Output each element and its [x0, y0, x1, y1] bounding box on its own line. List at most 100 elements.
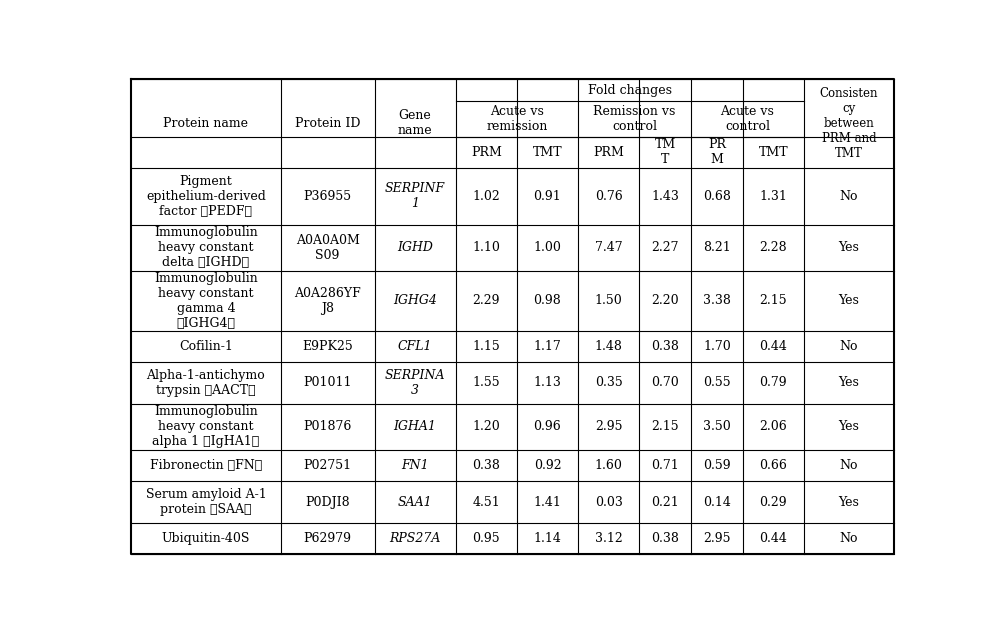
Text: 0.92: 0.92 [534, 459, 561, 472]
Text: PRM: PRM [471, 145, 502, 159]
Text: Pigment
epithelium-derived
factor （PEDF）: Pigment epithelium-derived factor （PEDF） [146, 174, 266, 218]
Text: 1.41: 1.41 [534, 495, 561, 508]
Text: PR
M: PR M [708, 138, 726, 166]
Text: Serum amyloid A-1
protein （SAA）: Serum amyloid A-1 protein （SAA） [146, 488, 266, 516]
Text: 0.79: 0.79 [760, 376, 787, 389]
Text: 1.31: 1.31 [759, 189, 787, 203]
Text: 2.20: 2.20 [651, 295, 679, 307]
Text: 0.14: 0.14 [703, 495, 731, 508]
Text: 0.76: 0.76 [595, 189, 623, 203]
Text: 0.71: 0.71 [651, 459, 679, 472]
Text: 0.96: 0.96 [534, 420, 561, 433]
Text: Immunoglobulin
heavy constant
gamma 4
（IGHG4）: Immunoglobulin heavy constant gamma 4 （I… [154, 272, 258, 330]
Text: CFL1: CFL1 [398, 340, 432, 353]
Text: 0.95: 0.95 [472, 532, 500, 545]
Text: Fold changes: Fold changes [588, 83, 672, 97]
Text: 2.95: 2.95 [703, 532, 731, 545]
Text: Yes: Yes [838, 295, 859, 307]
Text: 3.12: 3.12 [595, 532, 623, 545]
Text: Yes: Yes [838, 420, 859, 433]
Text: 1.43: 1.43 [651, 189, 679, 203]
Text: 1.20: 1.20 [472, 420, 500, 433]
Text: IGHD: IGHD [397, 241, 433, 255]
Text: Yes: Yes [838, 376, 859, 389]
Text: 1.70: 1.70 [703, 340, 731, 353]
Text: Protein name: Protein name [163, 117, 248, 130]
Text: P0DJI8: P0DJI8 [305, 495, 350, 508]
Text: P02751: P02751 [304, 459, 352, 472]
Text: TMT: TMT [759, 145, 788, 159]
Text: Ubiquitin-40S: Ubiquitin-40S [162, 532, 250, 545]
Text: P62979: P62979 [304, 532, 352, 545]
Text: 2.06: 2.06 [759, 420, 787, 433]
Text: 0.59: 0.59 [703, 459, 731, 472]
Text: 0.98: 0.98 [534, 295, 561, 307]
Text: 1.60: 1.60 [595, 459, 623, 472]
Text: 2.29: 2.29 [473, 295, 500, 307]
Text: 1.00: 1.00 [534, 241, 561, 255]
Text: 2.27: 2.27 [651, 241, 679, 255]
Text: 1.15: 1.15 [472, 340, 500, 353]
Text: 1.02: 1.02 [472, 189, 500, 203]
Text: 2.95: 2.95 [595, 420, 622, 433]
Text: 0.38: 0.38 [651, 532, 679, 545]
Text: 1.10: 1.10 [472, 241, 500, 255]
Text: P01876: P01876 [303, 420, 352, 433]
Text: No: No [840, 189, 858, 203]
Text: RPS27A: RPS27A [389, 532, 441, 545]
Text: A0A0A0M
S09: A0A0A0M S09 [296, 234, 360, 262]
Text: No: No [840, 340, 858, 353]
Text: 0.66: 0.66 [759, 459, 787, 472]
Text: Consisten
cy
between
PRM and
TMT: Consisten cy between PRM and TMT [820, 87, 878, 160]
Text: TMT: TMT [533, 145, 562, 159]
Text: Cofilin-1: Cofilin-1 [179, 340, 233, 353]
Text: 0.38: 0.38 [651, 340, 679, 353]
Text: 1.50: 1.50 [595, 295, 623, 307]
Text: 2.15: 2.15 [760, 295, 787, 307]
Text: 1.17: 1.17 [534, 340, 561, 353]
Text: 0.68: 0.68 [703, 189, 731, 203]
Text: 0.38: 0.38 [472, 459, 500, 472]
Text: Yes: Yes [838, 495, 859, 508]
Text: Yes: Yes [838, 241, 859, 255]
Text: IGHG4: IGHG4 [393, 295, 437, 307]
Text: 0.70: 0.70 [651, 376, 679, 389]
Text: SAA1: SAA1 [398, 495, 432, 508]
Text: 0.29: 0.29 [760, 495, 787, 508]
Text: SERPINA
3: SERPINA 3 [385, 369, 445, 397]
Text: 1.48: 1.48 [595, 340, 623, 353]
Text: 3.38: 3.38 [703, 295, 731, 307]
Text: P36955: P36955 [304, 189, 352, 203]
Text: 0.03: 0.03 [595, 495, 623, 508]
Text: Immunoglobulin
heavy constant
delta （IGHD）: Immunoglobulin heavy constant delta （IGH… [154, 226, 258, 270]
Text: IGHA1: IGHA1 [394, 420, 437, 433]
Text: 7.47: 7.47 [595, 241, 623, 255]
Text: 8.21: 8.21 [703, 241, 731, 255]
Text: PRM: PRM [593, 145, 624, 159]
Text: 1.14: 1.14 [534, 532, 561, 545]
Text: 0.55: 0.55 [703, 376, 731, 389]
Text: Alpha-1-antichymo
trypsin （AACT）: Alpha-1-antichymo trypsin （AACT） [147, 369, 265, 397]
Text: 2.28: 2.28 [760, 241, 787, 255]
Text: No: No [840, 532, 858, 545]
Text: TM
T: TM T [655, 138, 676, 166]
Text: 1.55: 1.55 [472, 376, 500, 389]
Text: Gene
name: Gene name [398, 109, 432, 137]
Text: 0.91: 0.91 [534, 189, 561, 203]
Text: E9PK25: E9PK25 [302, 340, 353, 353]
Text: 0.44: 0.44 [759, 340, 787, 353]
Text: Fibronectin （FN）: Fibronectin （FN） [150, 459, 262, 472]
Text: 3.50: 3.50 [703, 420, 731, 433]
Text: P01011: P01011 [303, 376, 352, 389]
Text: 0.44: 0.44 [759, 532, 787, 545]
Text: A0A286YF
J8: A0A286YF J8 [294, 287, 361, 315]
Text: 0.35: 0.35 [595, 376, 623, 389]
Text: Acute vs
remission: Acute vs remission [486, 105, 548, 133]
Text: Acute vs
control: Acute vs control [721, 105, 774, 133]
Text: SERPINF
1: SERPINF 1 [385, 182, 445, 210]
Text: No: No [840, 459, 858, 472]
Text: 1.13: 1.13 [534, 376, 561, 389]
Text: 4.51: 4.51 [472, 495, 500, 508]
Text: FN1: FN1 [401, 459, 429, 472]
Text: Protein ID: Protein ID [295, 117, 360, 130]
